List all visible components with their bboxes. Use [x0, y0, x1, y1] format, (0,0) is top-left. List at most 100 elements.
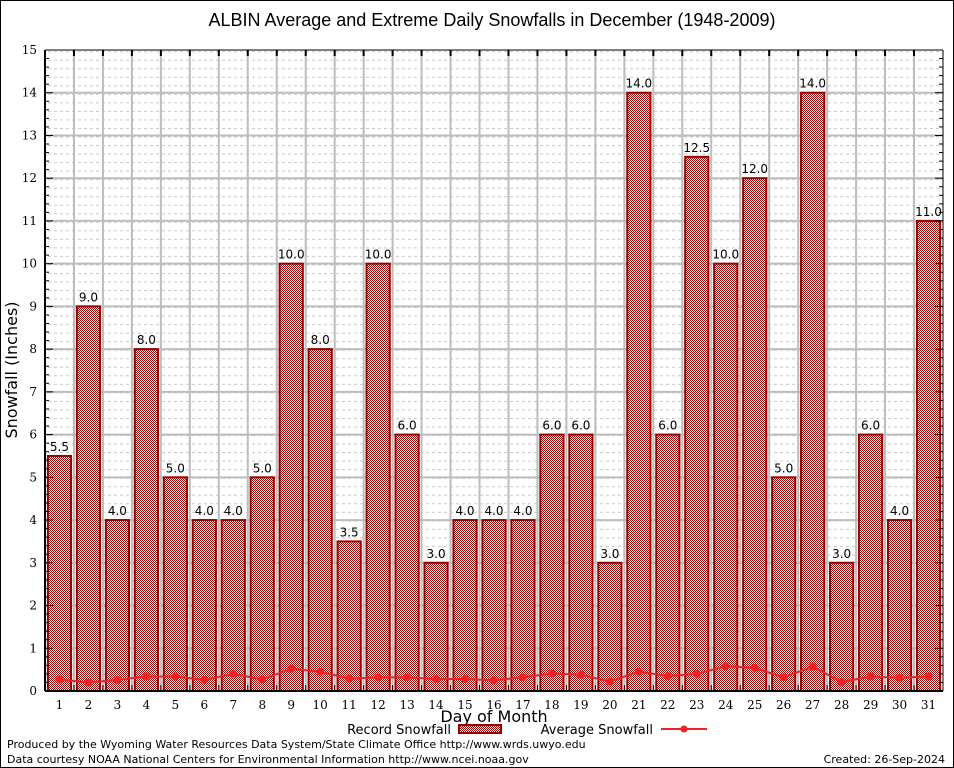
- average-point-day-9: [287, 664, 296, 673]
- bar-day-7: [220, 519, 246, 692]
- x-tick-label: 28: [834, 698, 849, 712]
- bar-label-day-22: 6.0: [658, 419, 677, 433]
- bar-day-18: [539, 433, 565, 692]
- x-tick-label: 31: [921, 698, 936, 712]
- bar-label-day-5: 5.0: [166, 461, 185, 475]
- bar-label-day-14: 3.0: [427, 547, 446, 561]
- x-tick-label: 9: [287, 698, 295, 712]
- bar-day-15: [452, 519, 478, 692]
- bar-day-23: [684, 155, 710, 693]
- y-tick-label: 5: [29, 470, 37, 484]
- bar-label-day-6: 4.0: [195, 504, 214, 518]
- average-point-day-20: [605, 677, 614, 686]
- bar-value-labels: 5.5 9.0 4.0 8.0 5.0 4.0 4.0 5.0 10.0 8.0 3.5 10.0 6.…: [50, 77, 942, 561]
- average-point-day-26: [779, 673, 788, 682]
- legend-marker-average: [680, 725, 688, 733]
- bar-label-day-3: 4.0: [108, 504, 127, 518]
- average-point-day-23: [692, 669, 701, 678]
- bar-label-day-12: 10.0: [365, 248, 392, 262]
- bar-day-16: [481, 519, 507, 692]
- average-point-day-8: [258, 675, 267, 684]
- footer-producer: Produced by the Wyoming Water Resources …: [7, 738, 586, 751]
- bar-label-day-31: 11.0: [915, 205, 942, 219]
- x-tick-label: 15: [457, 698, 472, 712]
- chart-title: ALBIN Average and Extreme Daily Snowfall…: [209, 10, 776, 30]
- bar-day-2: [75, 305, 102, 692]
- y-tick-label: 11: [22, 214, 37, 228]
- x-tick-labels: 1 2 3 4 5 6 7 8 9 10 11 12 13 14 15 16 17 18 19 20 21 22 23 24 2…: [56, 698, 936, 712]
- legend: Record Snowfall Average Snowfall: [347, 723, 707, 738]
- x-tick-label: 3: [114, 698, 122, 712]
- bar-label-day-8: 5.0: [253, 461, 272, 475]
- average-point-day-21: [634, 667, 643, 676]
- y-tick-label: 9: [29, 299, 37, 313]
- x-tick-label: 21: [631, 698, 646, 712]
- bar-label-day-24: 10.0: [712, 248, 739, 262]
- bar-day-13: [394, 433, 420, 692]
- x-tick-label: 5: [172, 698, 180, 712]
- x-tick-label: 13: [399, 698, 414, 712]
- bar-label-day-10: 8.0: [311, 333, 330, 347]
- average-point-day-18: [547, 669, 556, 678]
- average-point-day-31: [924, 672, 933, 681]
- y-tick-label: 14: [22, 86, 38, 100]
- x-tick-label: 10: [313, 698, 328, 712]
- bar-label-day-7: 4.0: [224, 504, 243, 518]
- average-point-day-22: [663, 672, 672, 681]
- y-tick-label: 15: [22, 43, 37, 57]
- average-point-day-24: [721, 662, 730, 671]
- average-point-day-5: [171, 672, 180, 681]
- x-tick-label: 16: [486, 698, 501, 712]
- y-tick-label: 1: [29, 641, 37, 655]
- bar-day-20: [597, 561, 623, 692]
- x-tick-label: 24: [718, 698, 734, 712]
- bar-label-day-21: 14.0: [625, 77, 652, 91]
- x-tick-label: 25: [747, 698, 762, 712]
- bar-label-day-16: 4.0: [484, 504, 503, 518]
- footer-data-source: Data courtesy NOAA National Centers for …: [7, 753, 529, 766]
- bar-label-day-2: 9.0: [79, 290, 98, 304]
- x-tick-label: 27: [805, 698, 820, 712]
- bar-day-4: [133, 348, 159, 692]
- bar-day-14: [423, 561, 449, 692]
- bar-label-day-9: 10.0: [278, 248, 305, 262]
- average-point-day-15: [461, 675, 470, 684]
- x-tick-label: 8: [258, 698, 266, 712]
- bar-day-27: [800, 91, 826, 692]
- average-point-day-16: [490, 676, 498, 685]
- x-tick-label: 23: [689, 698, 704, 712]
- x-tick-label: 17: [515, 698, 530, 712]
- x-tick-label: 6: [201, 698, 209, 712]
- bar-day-21: [626, 91, 652, 692]
- x-tick-label: 1: [56, 698, 64, 712]
- bar-day-29: [857, 433, 884, 692]
- y-tick-label: 7: [29, 385, 37, 399]
- bar-day-1: [46, 454, 73, 693]
- footer-created: Created: 26-Sep-2024: [824, 753, 945, 766]
- average-point-day-19: [576, 670, 585, 679]
- bar-label-day-20: 3.0: [600, 547, 619, 561]
- legend-swatch-record: [458, 724, 502, 734]
- x-tick-label: 12: [370, 698, 385, 712]
- average-point-day-3: [113, 675, 122, 684]
- bar-day-26: [771, 476, 797, 693]
- bar-label-day-11: 3.5: [340, 525, 359, 539]
- x-tick-label: 19: [573, 698, 588, 712]
- bar-label-day-29: 6.0: [861, 419, 880, 433]
- average-point-day-25: [750, 663, 759, 672]
- axes: [44, 49, 944, 692]
- average-point-day-27: [808, 662, 817, 671]
- bar-day-30: [886, 519, 913, 692]
- y-tick-label: 12: [22, 171, 37, 185]
- average-point-day-30: [895, 673, 904, 682]
- y-tick-label: 3: [29, 556, 37, 570]
- y-tick-label: 8: [29, 342, 37, 356]
- bar-label-day-1: 5.5: [50, 440, 69, 454]
- bar-day-6: [191, 519, 217, 692]
- average-point-day-4: [142, 672, 151, 681]
- bar-day-3: [104, 519, 131, 692]
- bar-day-19: [568, 433, 594, 692]
- x-tick-label: 7: [229, 698, 237, 712]
- y-tick-label: 2: [29, 599, 37, 613]
- bar-day-5: [162, 476, 188, 693]
